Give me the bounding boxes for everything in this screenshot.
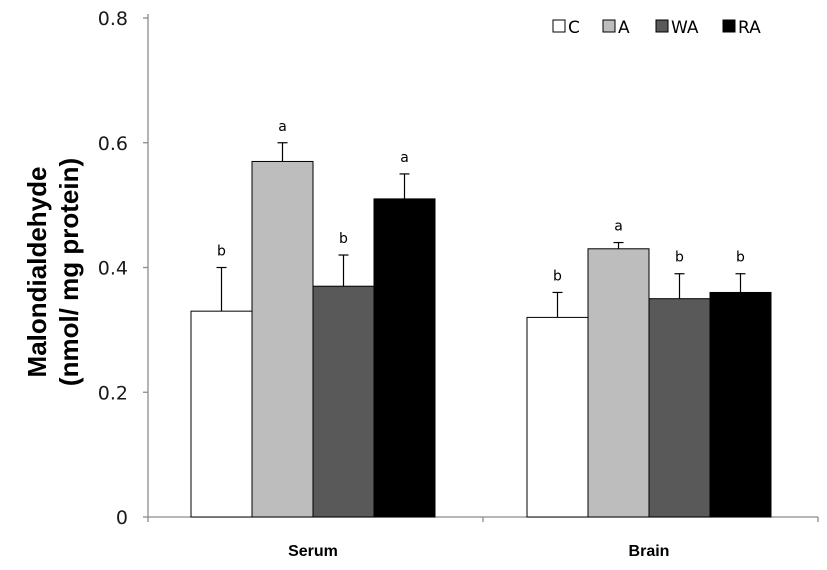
bar-C-Brain [526, 316, 589, 518]
legend-label: WA [671, 18, 699, 38]
error-bar [338, 254, 349, 287]
legend-item-RA: RA [722, 18, 761, 38]
error-bar [277, 142, 288, 162]
bar-A-Brain [587, 248, 650, 518]
legend-swatch [722, 19, 736, 33]
significance-label: b [339, 231, 348, 247]
bar-WA-Serum [312, 285, 375, 518]
x-category-label: Brain [629, 543, 670, 560]
legend-swatch [602, 19, 616, 33]
error-bar [735, 273, 746, 293]
legend-swatch [655, 19, 669, 33]
significance-label: a [614, 219, 623, 235]
x-category-label: Serum [288, 543, 338, 560]
y-tick-label: 0 [116, 507, 128, 529]
legend-swatch [552, 19, 566, 33]
error-bar [216, 266, 227, 312]
error-bar [613, 241, 624, 249]
bars: b a b a b a b b [190, 119, 772, 518]
significance-label: b [736, 250, 745, 266]
significance-label: b [217, 244, 226, 260]
legend: C A WA RA [552, 18, 761, 38]
bar-A-Serum [251, 160, 314, 518]
error-bar [674, 273, 685, 299]
legend-label: A [618, 18, 630, 38]
y-axis-title-line1: Malondialdehyde [22, 167, 52, 378]
error-bar [399, 173, 410, 199]
significance-label: b [553, 268, 562, 284]
error-bar [552, 291, 563, 318]
y-tick-label: 0.8 [98, 8, 128, 30]
significance-label: a [278, 119, 287, 135]
legend-label: C [568, 18, 580, 38]
bar-WA-Brain [648, 298, 711, 518]
y-axis-title: Malondialdehyde (nmol/ mg protein) [22, 158, 84, 386]
significance-label: b [675, 250, 684, 266]
significance-label: a [400, 150, 409, 166]
legend-item-WA: WA [655, 18, 699, 38]
y-tick-label: 0.6 [98, 133, 128, 155]
legend-label: RA [738, 18, 761, 38]
bar-C-Serum [190, 310, 253, 518]
legend-item-A: A [602, 18, 630, 38]
legend-item-C: C [552, 18, 580, 38]
bar-RA-Serum [373, 198, 436, 518]
bar-RA-Brain [709, 291, 772, 518]
y-tick-label: 0.2 [98, 382, 128, 404]
y-axis-title-line2: (nmol/ mg protein) [54, 158, 84, 386]
y-tick-label: 0.4 [98, 258, 128, 280]
